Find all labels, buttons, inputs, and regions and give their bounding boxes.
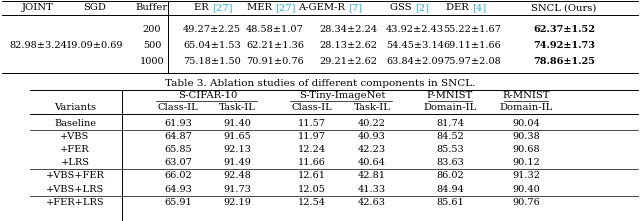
- Text: Variants: Variants: [54, 103, 96, 112]
- Text: ER: ER: [194, 4, 212, 13]
- Text: 90.04: 90.04: [512, 118, 540, 128]
- Text: 75.18±1.50: 75.18±1.50: [183, 57, 241, 67]
- Text: 28.34±2.24: 28.34±2.24: [319, 25, 377, 34]
- Text: S-Tiny-ImageNet: S-Tiny-ImageNet: [299, 91, 385, 101]
- Text: 55.22±1.67: 55.22±1.67: [443, 25, 501, 34]
- Text: Task-IL: Task-IL: [353, 103, 390, 112]
- Text: 78.86±1.25: 78.86±1.25: [533, 57, 595, 67]
- Text: 54.45±3.14: 54.45±3.14: [386, 42, 444, 51]
- Text: Domain-IL: Domain-IL: [499, 103, 552, 112]
- Text: 90.12: 90.12: [512, 158, 540, 167]
- Text: 85.61: 85.61: [436, 198, 464, 207]
- Text: 91.65: 91.65: [223, 132, 251, 141]
- Text: Baseline: Baseline: [54, 118, 96, 128]
- Text: 90.68: 90.68: [512, 145, 540, 154]
- Text: 70.91±0.76: 70.91±0.76: [246, 57, 304, 67]
- Text: 43.92±2.43: 43.92±2.43: [386, 25, 444, 34]
- Text: 12.05: 12.05: [298, 185, 326, 194]
- Text: 64.87: 64.87: [164, 132, 192, 141]
- Text: 86.02: 86.02: [436, 171, 464, 180]
- Text: 40.93: 40.93: [358, 132, 386, 141]
- Text: 62.21±1.36: 62.21±1.36: [246, 42, 304, 51]
- Text: 29.21±2.62: 29.21±2.62: [319, 57, 377, 67]
- Text: 69.11±1.66: 69.11±1.66: [443, 42, 501, 51]
- Text: +VBS+LRS: +VBS+LRS: [46, 185, 104, 194]
- Text: 500: 500: [143, 42, 161, 51]
- Text: 85.53: 85.53: [436, 145, 464, 154]
- Text: 90.76: 90.76: [512, 198, 540, 207]
- Text: Class-IL: Class-IL: [157, 103, 198, 112]
- Text: 63.07: 63.07: [164, 158, 192, 167]
- Text: 75.97±2.08: 75.97±2.08: [443, 57, 501, 67]
- Text: GSS: GSS: [390, 4, 415, 13]
- Text: 49.27±2.25: 49.27±2.25: [183, 25, 241, 34]
- Text: MER: MER: [247, 4, 275, 13]
- Text: 28.13±2.62: 28.13±2.62: [319, 42, 377, 51]
- Text: 41.33: 41.33: [358, 185, 386, 194]
- Text: 42.81: 42.81: [358, 171, 386, 180]
- Text: 64.93: 64.93: [164, 185, 192, 194]
- Text: 63.84±2.09: 63.84±2.09: [386, 57, 444, 67]
- Text: [27]: [27]: [275, 4, 296, 13]
- Text: 40.22: 40.22: [358, 118, 386, 128]
- Text: +VBS+FER: +VBS+FER: [45, 171, 104, 180]
- Text: DER: DER: [446, 4, 472, 13]
- Text: 11.97: 11.97: [298, 132, 326, 141]
- Text: 91.40: 91.40: [223, 118, 251, 128]
- Text: 11.57: 11.57: [298, 118, 326, 128]
- Text: 200: 200: [143, 25, 161, 34]
- Text: SNCL (Ours): SNCL (Ours): [531, 4, 596, 13]
- Text: A-GEM-R: A-GEM-R: [298, 4, 348, 13]
- Text: 81.74: 81.74: [436, 118, 464, 128]
- Text: [4]: [4]: [472, 4, 486, 13]
- Text: 90.38: 90.38: [512, 132, 540, 141]
- Text: +FER: +FER: [60, 145, 90, 154]
- Text: Class-IL: Class-IL: [292, 103, 332, 112]
- Text: 92.13: 92.13: [223, 145, 251, 154]
- Text: JOINT: JOINT: [22, 4, 54, 13]
- Text: 84.52: 84.52: [436, 132, 464, 141]
- Text: 61.93: 61.93: [164, 118, 192, 128]
- Text: 91.32: 91.32: [512, 171, 540, 180]
- Text: 65.91: 65.91: [164, 198, 192, 207]
- Text: 12.61: 12.61: [298, 171, 326, 180]
- Text: 11.66: 11.66: [298, 158, 326, 167]
- Text: Buffer: Buffer: [136, 4, 168, 13]
- Text: 84.94: 84.94: [436, 185, 464, 194]
- Text: 92.48: 92.48: [223, 171, 251, 180]
- Text: 74.92±1.73: 74.92±1.73: [533, 42, 595, 51]
- Text: 91.49: 91.49: [223, 158, 251, 167]
- Text: +FER+LRS: +FER+LRS: [45, 198, 104, 207]
- Text: R-MNIST: R-MNIST: [502, 91, 550, 101]
- Text: +LRS: +LRS: [61, 158, 90, 167]
- Text: 90.40: 90.40: [512, 185, 540, 194]
- Text: 66.02: 66.02: [164, 171, 192, 180]
- Text: P-MNIST: P-MNIST: [427, 91, 473, 101]
- Text: [7]: [7]: [348, 4, 362, 13]
- Text: 48.58±1.07: 48.58±1.07: [246, 25, 304, 34]
- Text: 42.63: 42.63: [358, 198, 386, 207]
- Text: 82.98±3.24: 82.98±3.24: [9, 42, 67, 51]
- Text: Domain-IL: Domain-IL: [424, 103, 477, 112]
- Text: Task-IL: Task-IL: [219, 103, 255, 112]
- Text: S-CIFAR-10: S-CIFAR-10: [178, 91, 237, 101]
- Text: 12.24: 12.24: [298, 145, 326, 154]
- Text: 19.09±0.69: 19.09±0.69: [67, 42, 124, 51]
- Text: 12.54: 12.54: [298, 198, 326, 207]
- Text: [2]: [2]: [415, 4, 429, 13]
- Text: +VBS: +VBS: [60, 132, 90, 141]
- Text: 62.37±1.52: 62.37±1.52: [533, 25, 595, 34]
- Text: 1000: 1000: [140, 57, 164, 67]
- Text: Table 3. Ablation studies of different components in SNCL.: Table 3. Ablation studies of different c…: [165, 78, 475, 88]
- Text: 42.23: 42.23: [358, 145, 386, 154]
- Text: SGD: SGD: [84, 4, 106, 13]
- Text: 83.63: 83.63: [436, 158, 464, 167]
- Text: 91.73: 91.73: [223, 185, 251, 194]
- Text: 65.04±1.53: 65.04±1.53: [183, 42, 241, 51]
- Text: 40.64: 40.64: [358, 158, 386, 167]
- Text: 92.19: 92.19: [223, 198, 251, 207]
- Text: 65.85: 65.85: [164, 145, 192, 154]
- Text: [27]: [27]: [212, 4, 232, 13]
